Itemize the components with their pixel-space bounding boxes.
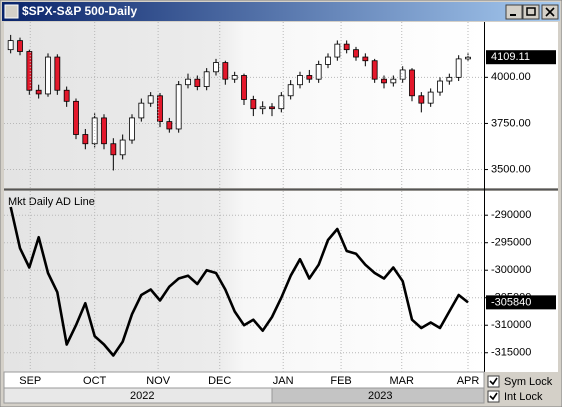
candle-body (26, 51, 33, 91)
sym-lock-checkbox[interactable] (487, 375, 500, 388)
x-tick-label: OCT (83, 375, 107, 387)
maximize-icon (526, 7, 536, 16)
y-tick-label: 4000.00 (491, 71, 531, 83)
candle-body (390, 78, 397, 84)
candle-body (259, 106, 266, 110)
y-tick-label: 3500.00 (491, 163, 531, 175)
int-lock-checkbox[interactable] (487, 390, 500, 403)
y-tick-label: -295000 (491, 237, 531, 249)
candle-body (278, 95, 285, 110)
window-buttons[interactable] (505, 4, 559, 20)
candle-body (455, 58, 462, 78)
x-tick-label: JAN (273, 375, 294, 387)
year-label: 2022 (130, 390, 154, 402)
candle-body (157, 95, 163, 123)
x-tick-label: APR (457, 375, 480, 387)
y-tick-label: -290000 (491, 209, 531, 221)
candle-body (119, 139, 126, 156)
candle-body (427, 91, 434, 104)
candle-body (306, 75, 313, 80)
ad-axis-area (484, 191, 558, 372)
candle-body (325, 56, 331, 65)
y-tick-label: 3750.00 (491, 117, 531, 129)
sym-lock-label[interactable]: Sym Lock (504, 376, 553, 388)
candle-body (362, 56, 369, 62)
check-mark (489, 377, 498, 386)
candle-body (371, 60, 378, 80)
candle-body (7, 40, 14, 51)
last-value-label: -305840 (491, 296, 531, 308)
candle-body (17, 40, 23, 52)
candle-body (269, 106, 275, 110)
candle-body (343, 43, 350, 51)
maximize-button[interactable] (522, 4, 540, 20)
window-icon (4, 4, 19, 19)
candle-body (399, 69, 406, 80)
candle-body (222, 62, 229, 80)
candle-body (147, 95, 154, 104)
candle-body (203, 71, 210, 87)
candle-body (418, 95, 425, 104)
candle-body (73, 100, 79, 135)
price-axis-area (484, 22, 558, 188)
candle-body (101, 117, 107, 145)
last-value-label: 4109.11 (491, 51, 530, 63)
window-title: $SPX-S&P 500-Daily (22, 4, 137, 18)
candle-body (287, 84, 294, 97)
candle-body (166, 121, 173, 130)
candle-body (231, 75, 238, 80)
candle-body (194, 78, 201, 87)
candle-body (446, 76, 453, 82)
candle-body (437, 80, 443, 93)
minimize-button[interactable] (505, 4, 523, 20)
y-tick-label: -310000 (491, 319, 531, 331)
y-tick-label: -300000 (491, 264, 531, 276)
chart-title: Mkt Daily AD Line (8, 196, 95, 208)
x-tick-label: MAR (390, 375, 415, 387)
candle-body (353, 49, 359, 58)
y-tick-label: -315000 (491, 347, 531, 359)
int-lock-label[interactable]: Int Lock (504, 391, 543, 403)
last-value-box (486, 295, 556, 310)
x-tick-label: FEB (330, 375, 351, 387)
candle-body (35, 89, 42, 95)
x-tick-label: SEP (19, 375, 41, 387)
candle-body (82, 134, 89, 145)
candle-body (129, 117, 135, 141)
candle-body (334, 43, 341, 58)
ad-panel (4, 191, 484, 372)
candle-body (175, 84, 182, 130)
x-tick-label: DEC (208, 375, 231, 387)
ad-line (9, 206, 469, 357)
x-tick-label: NOV (146, 375, 171, 387)
candle-body (213, 62, 219, 73)
candle-body (110, 143, 117, 156)
candle-body (250, 99, 257, 110)
last-value-box (486, 50, 556, 65)
candle-body (185, 78, 191, 86)
candle-body (138, 102, 145, 119)
candle-body (381, 78, 387, 84)
check-mark (489, 392, 498, 401)
candle-body (241, 75, 247, 100)
close-icon (545, 7, 555, 17)
year-band (271, 387, 485, 404)
candle-body (54, 56, 61, 91)
title-bar (2, 2, 560, 21)
candle-body (63, 89, 70, 102)
candle-body (45, 56, 51, 95)
year-label: 2023 (368, 390, 392, 402)
candle-body (297, 75, 303, 86)
candle-body (315, 64, 322, 80)
candle-body (409, 69, 415, 97)
